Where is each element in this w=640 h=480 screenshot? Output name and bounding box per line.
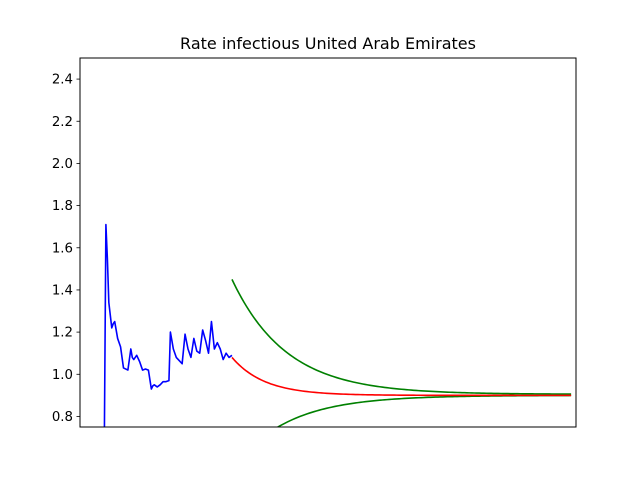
y-tick-label: 1.8 — [52, 199, 73, 214]
plot-area — [103, 223, 572, 427]
y-axis: 0.8 1.0 1.2 1.4 1.6 1.8 2.0 2.2 2.4 — [52, 73, 80, 425]
plot-frame — [79, 57, 577, 428]
y-tick-label: 2.2 — [52, 115, 73, 130]
y-tick-label: 2.0 — [52, 157, 73, 172]
y-tick-label: 2.4 — [52, 73, 73, 88]
upper-bound-line — [231, 279, 572, 395]
y-tick-label: 0.8 — [52, 410, 73, 425]
y-tick-label: 1.0 — [52, 368, 73, 383]
chart-title: Rate infectious United Arab Emirates — [180, 34, 476, 53]
y-tick-label: 1.4 — [52, 283, 73, 298]
observed-rate-line — [103, 223, 233, 427]
y-tick-label: 1.2 — [52, 326, 73, 341]
forecast-line — [231, 356, 572, 397]
y-tick-label: 1.6 — [52, 241, 73, 256]
